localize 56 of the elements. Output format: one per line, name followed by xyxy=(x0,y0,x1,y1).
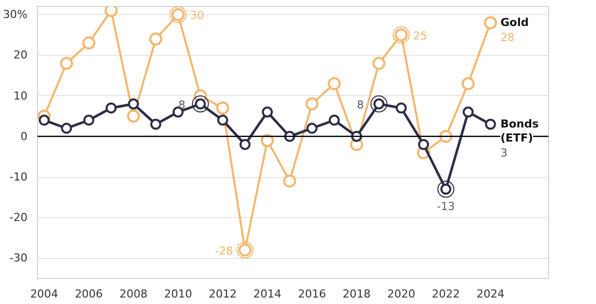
point xyxy=(484,118,496,130)
point xyxy=(38,114,50,126)
point xyxy=(104,6,118,18)
point xyxy=(128,98,139,110)
point xyxy=(484,16,497,30)
point xyxy=(462,77,475,90)
point xyxy=(462,106,474,118)
data-label: 8 xyxy=(356,98,364,112)
point xyxy=(418,139,430,150)
point xyxy=(61,122,72,134)
data-label: 3 xyxy=(500,146,508,160)
x-tick-label: 2006 xyxy=(74,288,103,300)
point xyxy=(149,32,162,46)
x-tick-label: 2018 xyxy=(342,288,371,300)
point xyxy=(126,110,140,123)
series-label: Gold xyxy=(500,16,529,30)
point xyxy=(60,56,74,70)
x-tick-label: 2020 xyxy=(387,288,416,300)
series-label: Bonds (ETF) xyxy=(500,118,540,145)
point xyxy=(240,139,251,150)
point xyxy=(372,56,386,70)
y-tick-label: 10 xyxy=(14,89,28,102)
x-tick-label: 2014 xyxy=(253,288,282,300)
y-tick-label: -10 xyxy=(10,170,28,184)
point xyxy=(82,36,96,50)
data-label: 8 xyxy=(178,98,186,112)
point xyxy=(106,102,117,114)
point xyxy=(262,106,273,118)
x-tick-label: 2022 xyxy=(432,288,460,300)
y-tick-label: 20 xyxy=(14,48,28,62)
point xyxy=(217,114,228,126)
point xyxy=(216,102,230,114)
x-tick-label: 2012 xyxy=(208,288,237,300)
y-tick-label: 30% xyxy=(3,8,28,22)
x-tick-label: 2008 xyxy=(119,288,148,300)
y-tick-label: 0 xyxy=(20,130,28,143)
x-tick-label: 2010 xyxy=(164,288,192,300)
point xyxy=(306,122,318,134)
x-tick-label: 2024 xyxy=(476,288,504,300)
data-label: -28 xyxy=(215,244,234,258)
data-label: 25 xyxy=(413,29,428,42)
point xyxy=(83,114,94,126)
y-tick-label: -20 xyxy=(10,211,28,224)
x-tick-label: 2016 xyxy=(298,288,326,300)
data-label: 30 xyxy=(190,9,204,22)
x-tick-label: 2004 xyxy=(30,288,58,300)
point xyxy=(328,114,340,126)
point xyxy=(305,97,318,110)
point xyxy=(328,77,341,90)
point xyxy=(150,118,162,130)
point xyxy=(260,134,274,147)
point xyxy=(283,174,296,188)
data-label: -13 xyxy=(436,200,455,214)
point xyxy=(396,102,407,114)
data-label: 28 xyxy=(500,31,514,44)
y-tick-label: -30 xyxy=(10,252,28,265)
